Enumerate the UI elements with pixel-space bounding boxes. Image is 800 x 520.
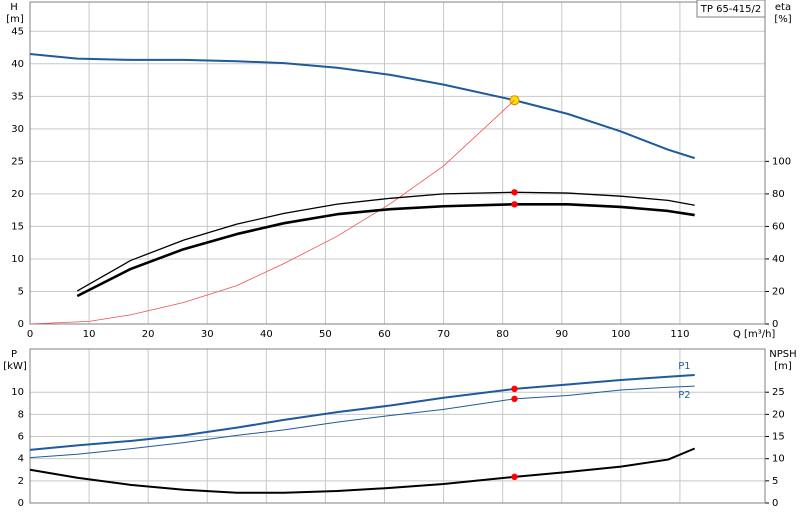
y2-axis-unit: [m] — [774, 361, 792, 372]
series-label: P2 — [678, 390, 690, 401]
y-tick-label: 8 — [18, 409, 24, 420]
y-tick-label: 10 — [11, 387, 24, 398]
y-tick-label: 20 — [11, 189, 24, 200]
duty-point — [511, 385, 518, 393]
y-tick-label: 10 — [11, 254, 24, 265]
y-tick-label: 15 — [11, 221, 24, 232]
y-axis-label: P — [11, 349, 17, 360]
duty-point — [511, 201, 518, 208]
y-tick-label: 45 — [11, 26, 24, 37]
chart-title: TP 65-415/2 — [700, 4, 761, 15]
x-tick-label: 80 — [496, 329, 509, 340]
plot-frame — [29, 1, 766, 325]
x-tick-label: 90 — [555, 329, 568, 340]
x-tick-label: 20 — [142, 329, 155, 340]
duty-point — [511, 395, 518, 403]
y2-tick-label: 80 — [772, 189, 785, 200]
x-tick-label: 60 — [378, 329, 391, 340]
y2-tick-label: 0 — [772, 498, 778, 509]
series-label: P1 — [678, 361, 690, 372]
x-tick-label: 30 — [201, 329, 214, 340]
y2-tick-label: 100 — [772, 156, 791, 167]
y-tick-label: 2 — [18, 476, 24, 487]
series-line — [76, 203, 695, 298]
y2-tick-label: 40 — [772, 254, 785, 265]
y-tick-label: 40 — [11, 59, 24, 70]
x-axis-label: Q [m³/h] — [733, 329, 775, 340]
series-line — [29, 447, 696, 494]
y-axis-label: H — [10, 2, 18, 13]
y2-tick-label: 60 — [772, 221, 785, 232]
y-tick-label: 4 — [18, 454, 24, 465]
y2-tick-label: 15 — [772, 432, 785, 443]
series-line — [29, 385, 695, 459]
y-tick-label: 25 — [11, 156, 24, 167]
y2-axis-label: eta — [775, 2, 791, 13]
y-tick-label: 30 — [11, 124, 24, 135]
y2-tick-label: 20 — [772, 409, 785, 420]
x-tick-label: 100 — [611, 329, 630, 340]
series-line — [29, 53, 695, 160]
duty-point — [511, 473, 518, 481]
x-tick-label: 50 — [319, 329, 332, 340]
y2-tick-label: 10 — [772, 454, 785, 465]
y-tick-label: 6 — [18, 432, 24, 443]
series-line — [76, 191, 695, 292]
duty-point — [511, 189, 518, 196]
series-line — [29, 99, 515, 325]
y-axis-unit: [kW] — [3, 361, 27, 372]
y2-tick-label: 0 — [772, 319, 778, 330]
x-tick-label: 40 — [260, 329, 273, 340]
x-tick-label: 110 — [670, 329, 689, 340]
y-tick-label: 5 — [18, 286, 24, 297]
y2-tick-label: 5 — [772, 476, 778, 487]
y2-axis-unit: [%] — [774, 14, 791, 25]
y2-axis-label: NPSH — [769, 349, 796, 360]
y-axis-unit: [m] — [6, 14, 24, 25]
plot-frame — [29, 348, 766, 504]
x-tick-label: 10 — [83, 329, 96, 340]
x-tick-label: 70 — [437, 329, 450, 340]
y2-tick-label: 25 — [772, 387, 785, 398]
y-tick-label: 35 — [11, 91, 24, 102]
y2-tick-label: 20 — [772, 286, 785, 297]
title-box — [696, 0, 766, 18]
series-line — [29, 374, 695, 451]
y-tick-label: 0 — [18, 498, 24, 509]
y-tick-label: 0 — [18, 319, 24, 330]
x-tick-label: 0 — [27, 329, 33, 340]
